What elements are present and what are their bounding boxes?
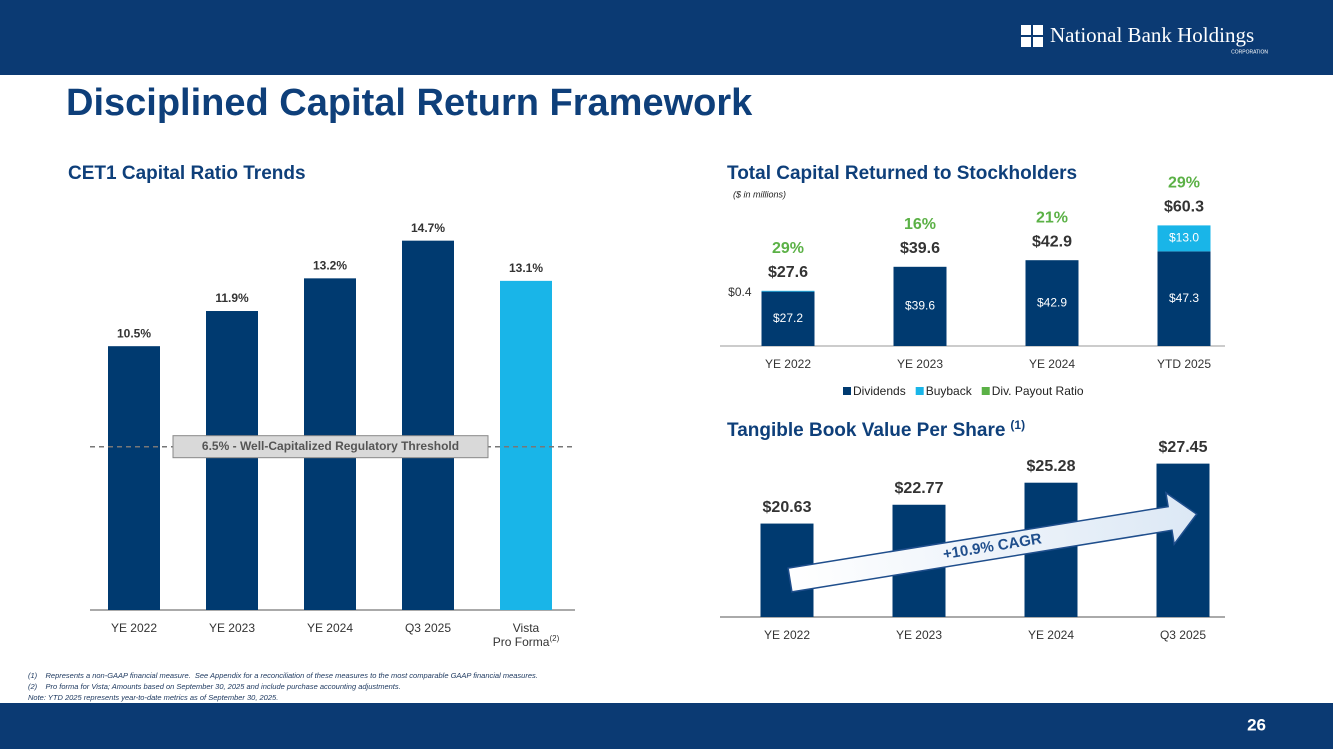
footnote-marker: (1)	[1010, 418, 1025, 432]
total-label: $60.3	[1164, 199, 1204, 216]
footnote: (1) Represents a non-GAAP financial meas…	[28, 671, 538, 680]
payout-label: 29%	[1168, 175, 1200, 192]
x-tick-label: Q3 2025	[1159, 628, 1207, 642]
data-label: $0.4	[728, 285, 752, 299]
payout-label: 21%	[1036, 209, 1068, 226]
chart-subtitle: ($ in millions)	[733, 189, 786, 199]
data-label: $13.0	[1169, 231, 1199, 245]
x-tick-label: YE 2022	[110, 621, 158, 635]
data-label: $20.63	[763, 499, 812, 516]
x-tick-label: YE 2022	[763, 628, 811, 642]
data-label: 10.5%	[117, 326, 151, 340]
header-bar	[0, 0, 1333, 75]
slide-title: Disciplined Capital Return Framework	[66, 82, 753, 124]
x-tick-label: YE 2024	[1028, 357, 1076, 371]
bar	[206, 311, 258, 610]
bar	[500, 280, 552, 610]
bar-segment	[1157, 251, 1211, 346]
x-tick-label: YE 2024	[306, 621, 354, 635]
total-label: $27.6	[768, 264, 808, 281]
data-label: 13.2%	[313, 259, 347, 273]
data-label: 13.1%	[509, 261, 543, 275]
bar-segment	[893, 266, 947, 346]
payout-label: 16%	[904, 216, 936, 233]
payout-label: 29%	[772, 240, 804, 257]
chart-title: Total Capital Returned to Stockholders	[727, 163, 1077, 184]
x-tick-label: YE 2022	[764, 357, 812, 371]
logo-subtext: CORPORATION	[1231, 49, 1268, 55]
bar-segment	[761, 291, 815, 346]
legend-label: Dividends	[853, 384, 906, 398]
bar	[108, 346, 160, 610]
page-number: 26	[1247, 715, 1266, 734]
footnote-marker: (2)	[549, 634, 560, 643]
bar	[1156, 463, 1210, 617]
x-tick-label: YE 2023	[208, 621, 256, 635]
x-tick-label: Vista Pro Forma(2)	[492, 621, 560, 649]
total-label: $42.9	[1032, 233, 1072, 250]
chart-title: CET1 Capital Ratio Trends	[68, 163, 306, 184]
data-label: $22.77	[895, 480, 944, 497]
legend-label: Buyback	[926, 384, 973, 398]
bar	[402, 240, 454, 610]
logo-icon	[1021, 25, 1043, 47]
threshold-box	[172, 435, 489, 459]
legend-swatch	[981, 387, 990, 395]
data-label: $47.3	[1169, 291, 1199, 305]
logo-text: National Bank Holdings	[1050, 23, 1254, 47]
footnote: (2) Pro forma for Vista; Amounts based o…	[28, 682, 401, 691]
data-label: $25.28	[1027, 458, 1076, 475]
bar-segment	[761, 290, 815, 292]
threshold-label: 6.5% - Well-Capitalized Regulatory Thres…	[202, 439, 459, 453]
bar-segment	[1025, 260, 1079, 346]
footnote: Note: YTD 2025 represents year-to-date m…	[28, 693, 278, 702]
x-tick-label: Q3 2025	[404, 621, 452, 635]
legend-swatch	[843, 387, 851, 395]
total-label: $39.6	[900, 240, 940, 257]
data-label: 14.7%	[411, 221, 445, 235]
x-tick-label: YE 2023	[895, 628, 943, 642]
data-label: $27.45	[1159, 439, 1208, 456]
data-label: $27.2	[773, 311, 803, 325]
data-label: $42.9	[1037, 295, 1067, 309]
data-label: $39.6	[905, 299, 935, 313]
chart-title: Tangible Book Value Per Share	[727, 420, 1005, 441]
footer-bar	[0, 703, 1333, 749]
x-tick-label: YE 2024	[1027, 628, 1075, 642]
legend-swatch	[915, 387, 924, 395]
x-tick-label: YE 2023	[896, 357, 944, 371]
cagr-arrow: +10.9% CAGR	[787, 491, 1198, 593]
arrow-shape	[787, 491, 1198, 593]
legend-label: Div. Payout Ratio	[992, 384, 1084, 398]
data-label: 11.9%	[215, 291, 249, 305]
bar-segment	[1157, 225, 1211, 252]
x-tick-label: YTD 2025	[1156, 357, 1212, 371]
